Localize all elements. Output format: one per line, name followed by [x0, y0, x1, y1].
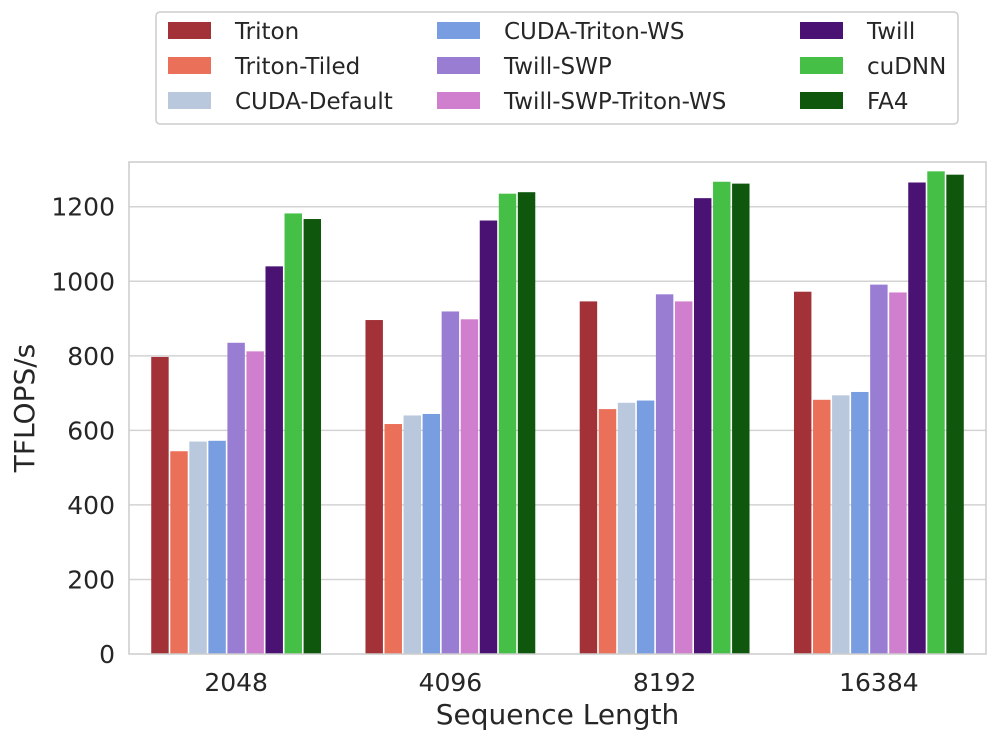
bar-triton-tiled [813, 399, 831, 654]
legend-label: CUDA-Triton-WS [504, 19, 685, 45]
legend-swatch [800, 92, 843, 109]
bar-triton [793, 291, 812, 654]
bar-cudnn [713, 181, 731, 654]
y-tick-label: 0 [99, 640, 115, 669]
bar-triton-tiled [384, 424, 402, 654]
bar-cudnn [927, 171, 945, 654]
bar-triton-tiled [598, 409, 617, 654]
bar-triton [579, 301, 598, 654]
bar-twill [908, 182, 926, 654]
legend-swatch [437, 92, 480, 109]
bar-cudnn [498, 193, 517, 654]
bar-triton [365, 320, 383, 654]
legend-box [155, 11, 959, 125]
bar-cuda-triton-ws [422, 413, 441, 654]
bar-cuda-triton-ws [636, 400, 655, 654]
bar-fa4 [517, 192, 536, 654]
x-tick-label: 8192 [633, 668, 697, 697]
plot-frame [128, 161, 987, 655]
legend-label: Twill-SWP-Triton-WS [503, 89, 726, 115]
bar-twill-swp-triton-ws [246, 351, 264, 654]
y-tick-label: 400 [67, 491, 115, 520]
bar-triton [151, 356, 169, 654]
bar-twill [479, 220, 498, 654]
y-axis-title: TFLOPS/s [8, 344, 41, 474]
legend-swatch [168, 92, 211, 109]
legend-swatch [437, 22, 480, 39]
bar-twill-swp [227, 342, 245, 654]
y-tick-label: 1200 [51, 193, 115, 222]
bar-twill-swp [870, 284, 888, 654]
bar-twill-swp-triton-ws [460, 319, 479, 654]
bar-cuda-default [403, 415, 422, 654]
bar-cuda-triton-ws [208, 440, 226, 654]
bar-twill-swp [441, 311, 460, 654]
bar-cuda-default [617, 402, 636, 654]
bar-twill-swp-triton-ws [889, 292, 907, 654]
legend-label: cuDNN [867, 54, 946, 80]
legend-label: Twill [866, 19, 915, 45]
bar-cuda-triton-ws [851, 391, 869, 654]
legend-swatch [800, 57, 843, 74]
bar-fa4 [732, 183, 750, 655]
legend-label: Twill-SWP [503, 54, 612, 80]
legend-label: FA4 [867, 89, 909, 115]
bar-cuda-default [832, 395, 850, 654]
legend-swatch [437, 57, 480, 74]
x-tick-label: 2048 [204, 668, 268, 697]
legend: Triton Triton-Tiled CUDA-Default CUDA-Trito… [155, 11, 959, 125]
bar-fa4 [303, 219, 322, 654]
bar-fa4 [946, 174, 964, 654]
y-tick-label: 600 [67, 416, 115, 445]
legend-swatch [800, 22, 843, 39]
x-tick-label: 4096 [419, 668, 483, 697]
bar-twill-swp [655, 294, 674, 654]
x-tick-label: 16384 [839, 668, 919, 697]
x-axis-title: Sequence Length [436, 698, 680, 731]
bar-twill [265, 266, 283, 654]
y-tick-label: 800 [67, 342, 115, 371]
legend-swatch [168, 57, 211, 74]
bar-triton-tiled [170, 451, 188, 654]
bar-twill-swp-triton-ws [674, 301, 693, 654]
legend-label: CUDA-Default [235, 89, 393, 115]
plot-area: 0 200 400 600 800 1000 1200 2048 4096 8192 16384 [51, 161, 987, 697]
legend-swatch [168, 22, 211, 39]
legend-label: Triton [234, 19, 299, 45]
y-tick-label: 1000 [51, 267, 115, 296]
bar-twill [693, 198, 712, 654]
y-tick-label: 200 [67, 565, 115, 594]
legend-label: Triton-Tiled [234, 54, 360, 80]
bar-cudnn [284, 213, 302, 654]
bar-cuda-default [189, 441, 207, 654]
